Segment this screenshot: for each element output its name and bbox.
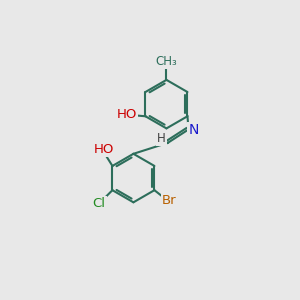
Text: HO: HO	[116, 108, 137, 121]
Text: N: N	[188, 123, 199, 137]
Text: H: H	[157, 132, 166, 145]
Text: CH₃: CH₃	[156, 56, 177, 68]
Text: Br: Br	[162, 194, 177, 207]
Text: Cl: Cl	[92, 197, 106, 210]
Text: HO: HO	[94, 143, 114, 156]
